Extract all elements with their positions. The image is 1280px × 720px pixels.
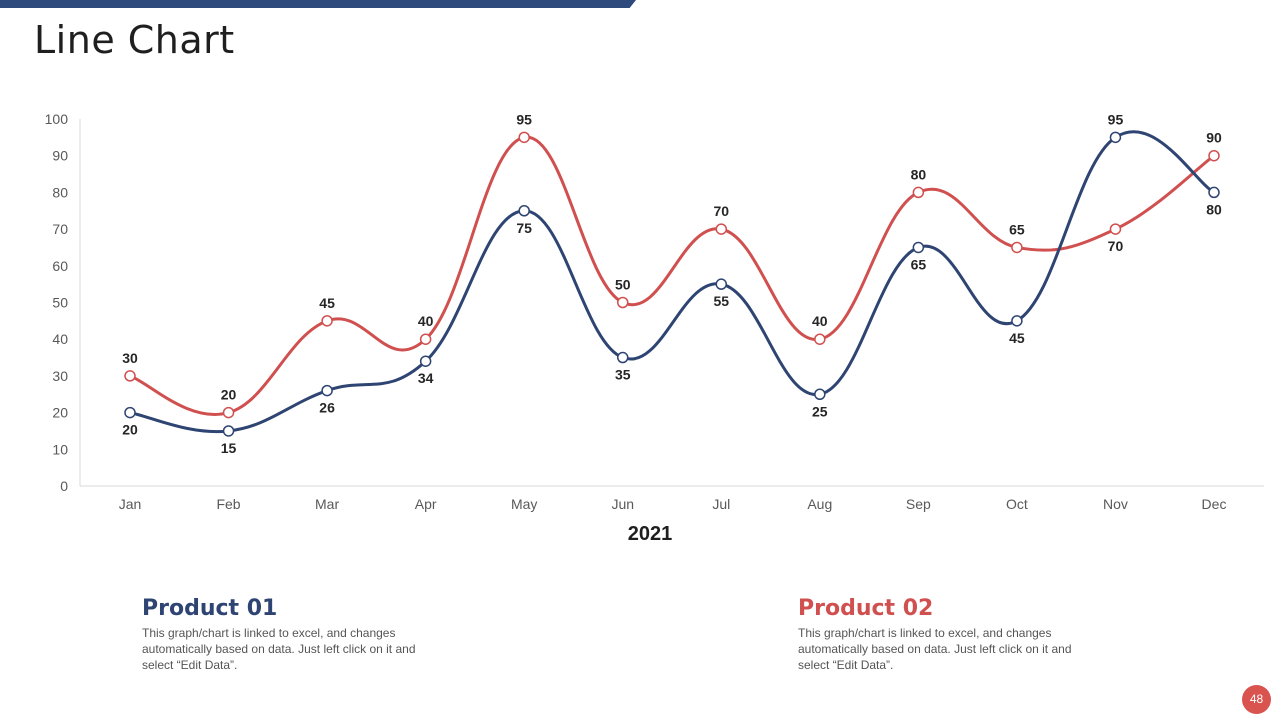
top-accent-bar: [0, 0, 636, 8]
x-tick-label: Jul: [712, 496, 730, 512]
series-1-data-label: 75: [516, 220, 532, 236]
series-2-point: [222, 406, 235, 419]
series-2-point: [518, 131, 530, 144]
series-2-data-label: 45: [319, 295, 335, 311]
series-1-data-label: 25: [812, 403, 828, 419]
series-1-point: [912, 241, 925, 254]
legend-product-01: Product 01 This graph/chart is linked to…: [142, 596, 442, 673]
series-2-data-label: 70: [1108, 238, 1124, 254]
x-tick-label: Oct: [1006, 496, 1028, 512]
series-1-data-label: 65: [911, 256, 927, 272]
series-2-data-label: 20: [221, 387, 237, 403]
x-tick-label: Mar: [315, 496, 339, 512]
series-1-data-label: 20: [122, 422, 138, 438]
y-tick-label: 100: [45, 111, 69, 127]
series-1-point: [124, 406, 136, 419]
series-2-data-label: 50: [615, 277, 631, 293]
series-1-data-label: 80: [1206, 201, 1222, 217]
y-tick-label: 30: [52, 368, 68, 384]
series-1-data-label: 15: [221, 440, 237, 456]
series-1-data-label: 95: [1108, 111, 1124, 127]
series-1-data-label: 45: [1009, 330, 1025, 346]
legend-product-02-name: Product 02: [798, 596, 934, 621]
page-title: Line Chart: [34, 18, 235, 62]
y-tick-label: 70: [52, 221, 68, 237]
x-tick-label: Feb: [216, 496, 240, 512]
y-tick-label: 0: [60, 478, 68, 494]
series-2-point: [124, 370, 136, 382]
y-tick-label: 10: [52, 441, 68, 457]
series-2-data-label: 40: [812, 313, 828, 329]
series-2-point: [321, 315, 333, 327]
series-1-point: [616, 351, 629, 364]
series-2-point: [1208, 149, 1220, 162]
series-1-point: [1208, 186, 1220, 199]
series-2-data-label: 90: [1206, 130, 1222, 146]
series-1-point: [715, 278, 728, 290]
series-2-point: [1109, 223, 1122, 235]
legend-product-02-description: This graph/chart is linked to excel, and…: [798, 626, 1072, 672]
series-1-data-label: 26: [319, 400, 335, 416]
series-1-data-label: 55: [713, 293, 729, 309]
series-1-point: [814, 388, 826, 400]
series-2-point: [814, 333, 826, 345]
y-tick-label: 20: [52, 405, 68, 421]
x-tick-label: Sep: [906, 496, 931, 512]
series-2-data-label: 80: [911, 166, 927, 182]
line-chart[interactable]: 0 10 20 30 40 50 60 70 80 90 100 Jan Feb Mar Apr May Jun…: [0, 0, 1280, 560]
series-2-point: [1011, 241, 1023, 254]
series-1-data-label: 34: [418, 370, 434, 386]
x-tick-label: Dec: [1202, 496, 1227, 512]
series-2-data-label: 40: [418, 313, 434, 329]
x-tick-label: Jun: [611, 496, 634, 512]
x-tick-label: Apr: [415, 496, 437, 512]
series-1-point: [1011, 315, 1023, 327]
series-2-point: [912, 186, 925, 199]
legend-product-02: Product 02 This graph/chart is linked to…: [798, 596, 1098, 673]
x-tick-label: Aug: [807, 496, 832, 512]
y-tick-label: 90: [52, 148, 68, 164]
series-1-data-label: 35: [615, 367, 631, 383]
series-line-1: [128, 130, 1216, 434]
series-1-point: [321, 384, 333, 397]
series-2-data-label: 65: [1009, 221, 1025, 237]
x-tick-label: May: [511, 496, 537, 512]
series-2-data-label: 70: [713, 203, 729, 219]
series-1-point: [419, 355, 432, 367]
series-2-point: [616, 296, 629, 309]
y-tick-label: 80: [52, 184, 68, 200]
y-tick-label: 50: [52, 295, 68, 311]
legend-product-01-name: Product 01: [142, 596, 278, 621]
series-1-point: [1109, 131, 1122, 144]
legend-product-01-description: This graph/chart is linked to excel, and…: [142, 626, 416, 672]
series-2-point: [715, 223, 728, 235]
series-line-2: [128, 135, 1216, 416]
x-tick-label: Nov: [1103, 496, 1128, 512]
page-number-badge: 48: [1242, 685, 1271, 714]
series-1-point: [518, 205, 530, 217]
x-tick-label: Jan: [119, 496, 142, 512]
series-2-data-label: 95: [516, 111, 532, 127]
series-2-point: [419, 333, 432, 345]
series-2-data-label: 30: [122, 350, 138, 366]
y-tick-label: 40: [52, 331, 68, 347]
x-axis-title: 2021: [628, 523, 673, 545]
series-1-point: [222, 425, 235, 437]
y-tick-label: 60: [52, 258, 68, 274]
